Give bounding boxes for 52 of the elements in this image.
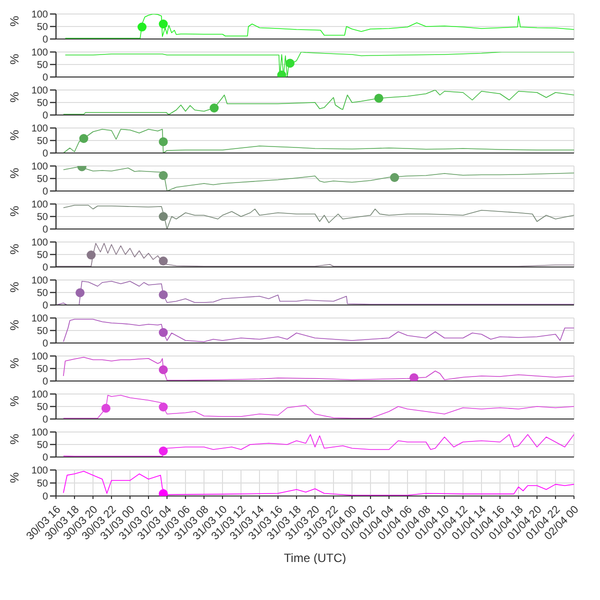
y-tick-label: 100: [31, 10, 48, 21]
y-tick-label: 50: [36, 364, 48, 376]
y-axis-title: %: [7, 16, 22, 26]
y-tick-label: 50: [36, 440, 48, 452]
y-tick-label: 100: [31, 124, 48, 135]
y-tick-label: 0: [42, 72, 48, 84]
y-tick-label: 0: [42, 110, 48, 122]
y-tick-label: 0: [42, 376, 48, 388]
y-tick-label: 100: [31, 162, 48, 173]
y-axis-title: %: [7, 320, 22, 330]
y-tick-label: 100: [31, 48, 48, 59]
y-axis-title: %: [7, 54, 22, 64]
y-tick-label: 50: [36, 212, 48, 224]
y-tick-label: 100: [31, 314, 48, 325]
y-axis-title: %: [7, 130, 22, 140]
y-axis-title: %: [7, 92, 22, 102]
y-axis-title: %: [7, 168, 22, 178]
y-tick-label: 0: [42, 34, 48, 46]
y-tick-label: 50: [36, 288, 48, 300]
y-tick-label: 50: [36, 98, 48, 110]
y-tick-label: 50: [36, 22, 48, 34]
y-tick-label: 0: [42, 414, 48, 426]
y-axis-title: %: [7, 206, 22, 216]
y-tick-label: 50: [36, 174, 48, 186]
y-tick-label: 0: [42, 338, 48, 350]
y-tick-label: 0: [42, 300, 48, 312]
y-tick-label: 100: [31, 390, 48, 401]
y-tick-label: 0: [42, 224, 48, 236]
y-tick-label: 50: [36, 478, 48, 490]
y-tick-label: 100: [31, 238, 48, 249]
y-axis-title: %: [7, 434, 22, 444]
y-axis-title: %: [7, 396, 22, 406]
y-tick-label: 100: [31, 276, 48, 287]
y-tick-label: 50: [36, 402, 48, 414]
y-axis-title: %: [7, 358, 22, 368]
y-tick-label: 0: [42, 148, 48, 160]
y-axis-title: %: [7, 472, 22, 483]
y-axis-title: %: [7, 282, 22, 292]
y-tick-label: 100: [31, 428, 48, 439]
y-tick-label: 0: [42, 452, 48, 464]
y-tick-label: 100: [31, 466, 48, 477]
y-tick-label: 50: [36, 136, 48, 148]
y-tick-label: 0: [42, 492, 48, 503]
y-tick-label: 50: [36, 250, 48, 262]
y-tick-label: 100: [31, 200, 48, 211]
y-tick-label: 50: [36, 60, 48, 72]
y-tick-label: 0: [42, 186, 48, 198]
y-tick-label: 100: [31, 352, 48, 363]
y-axis-title: %: [7, 244, 22, 254]
y-tick-label: 0: [42, 262, 48, 274]
y-tick-label: 50: [36, 326, 48, 338]
y-tick-label: 100: [31, 86, 48, 97]
